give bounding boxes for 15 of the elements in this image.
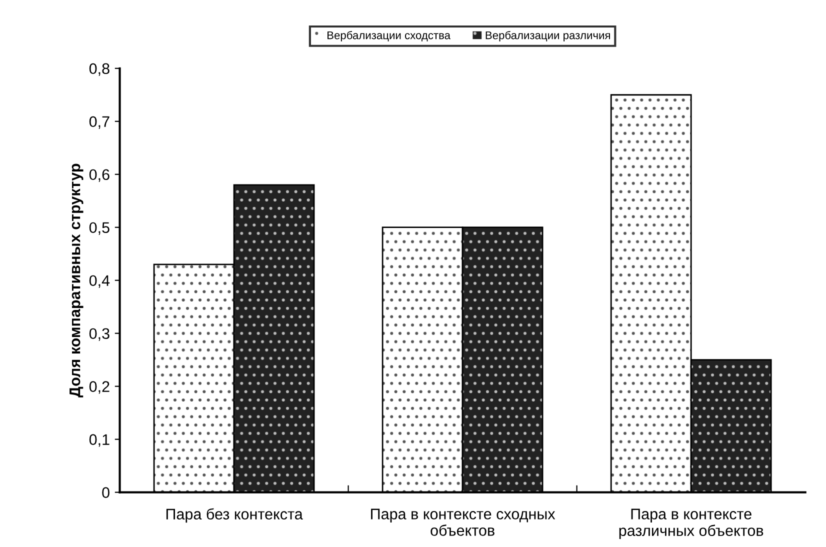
- y-tick-label: 0,7: [89, 116, 110, 129]
- legend-label: Вербализации сходства: [328, 30, 450, 42]
- x-tick-label: Пара без контекста: [166, 508, 303, 523]
- y-tick-label: 0,6: [89, 169, 110, 182]
- x-tick-label: Пара в контексте различных объектов: [619, 508, 764, 540]
- y-tick-label: 0,1: [89, 434, 110, 447]
- y-tick-label: 0: [102, 487, 110, 498]
- legend-label: Вербализации различия: [486, 30, 610, 42]
- y-tick-label: 0,4: [89, 275, 110, 288]
- y-tick-label: 0,3: [89, 328, 110, 341]
- y-tick-label: 0,8: [89, 63, 110, 76]
- y-tick-label: 0,5: [89, 222, 110, 235]
- y-axis-title: Доля компаративных структур: [70, 164, 84, 398]
- x-tick-label: Пара в контексте сходных объектов: [371, 508, 556, 536]
- y-tick-label: 0,2: [89, 381, 110, 394]
